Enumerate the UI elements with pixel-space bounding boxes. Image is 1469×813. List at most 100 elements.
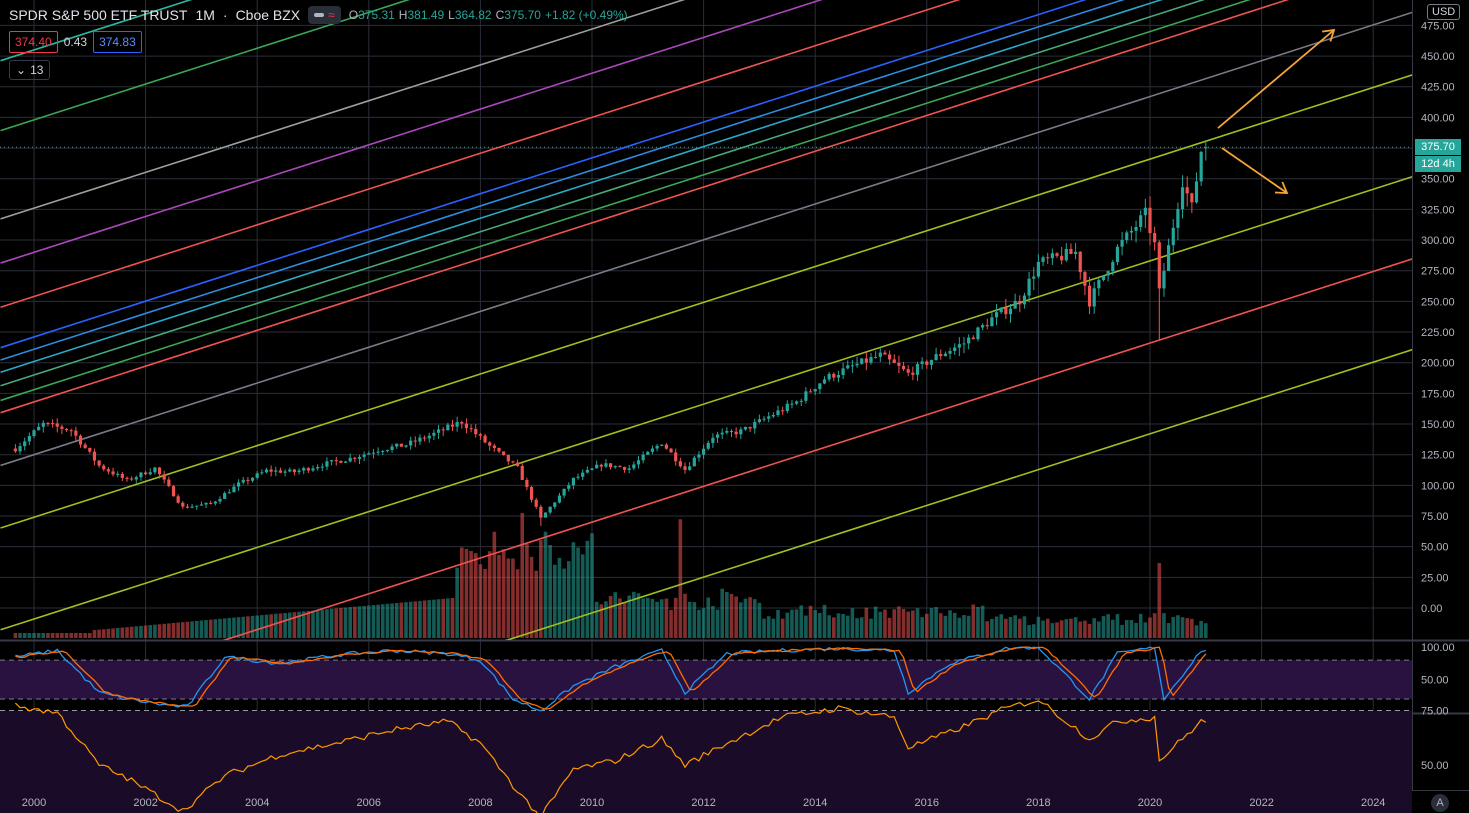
volume-bar — [1018, 618, 1022, 638]
candle-body — [446, 424, 450, 431]
candle-body — [790, 403, 794, 405]
candle-body — [1074, 251, 1078, 254]
candle-body — [827, 373, 831, 380]
candle-body — [502, 451, 506, 455]
candle-body — [567, 485, 571, 489]
candle-body — [1064, 248, 1068, 261]
stoch-d-line — [15, 646, 1207, 710]
exchange-label: Cboe BZX — [235, 7, 301, 23]
eye-toggle-icon[interactable] — [314, 13, 325, 17]
volume-bar — [427, 600, 432, 638]
candle-body — [23, 441, 27, 447]
candle-body — [1069, 248, 1073, 254]
candle-body — [283, 471, 287, 473]
volume-bar — [36, 633, 41, 638]
candle-body — [306, 468, 310, 471]
volume-bar — [13, 633, 18, 638]
candle-body — [529, 486, 534, 500]
volume-bar — [74, 633, 78, 638]
candle-body — [985, 325, 989, 327]
candle-body — [855, 363, 859, 366]
candle-body — [418, 437, 422, 442]
candle-body — [822, 379, 827, 384]
arrow-drawings[interactable] — [1217, 28, 1336, 194]
candle-body — [483, 435, 487, 443]
indicators-toggle[interactable]: ⌄ 13 — [9, 60, 51, 80]
price-tick-label: 450.00 — [1421, 51, 1455, 63]
indicators-collapse-button[interactable]: ⌄ 13 — [9, 60, 51, 80]
volume-bar — [1129, 620, 1134, 638]
candle-body — [1036, 261, 1040, 277]
volume-bar — [1176, 615, 1180, 638]
legend-toggle-pill[interactable]: ≈ — [308, 6, 341, 24]
candle-body — [427, 435, 431, 439]
volume-bar — [957, 617, 962, 638]
volume-bar — [88, 633, 92, 638]
price-tick-label: 400.00 — [1421, 112, 1455, 124]
volume-bar — [543, 531, 548, 638]
countdown-label: 12d 4h — [1415, 156, 1461, 173]
candle-body — [553, 502, 557, 507]
volume-bar — [404, 602, 408, 638]
low-value: 364.82 — [454, 8, 492, 22]
channel-line — [0, 0, 1206, 387]
currency-badge[interactable]: USD — [1427, 4, 1461, 20]
candle-body — [632, 464, 636, 469]
volume-bar — [1083, 620, 1087, 638]
candle-body — [488, 442, 492, 446]
time-tick-label: 2012 — [691, 797, 715, 809]
candle-body — [734, 431, 738, 435]
volume-bar — [580, 554, 585, 638]
volume-bar — [822, 604, 827, 638]
candle-body — [390, 446, 394, 450]
candle-body — [297, 470, 301, 473]
candle-body — [478, 434, 482, 436]
candle-body — [906, 369, 910, 373]
volume-bar — [1036, 616, 1041, 638]
volume-bar — [1166, 623, 1171, 638]
candle-body — [450, 424, 455, 427]
volume-bar — [1022, 616, 1027, 638]
volume-bar — [1185, 618, 1189, 638]
auto-scale-button[interactable]: A — [1431, 794, 1449, 812]
volume-bar — [399, 602, 404, 638]
volume-bar — [143, 625, 148, 638]
candle-body — [1185, 187, 1189, 194]
volume-bar — [701, 608, 706, 638]
volume-bar — [69, 633, 73, 638]
symbol-name[interactable]: SPDR S&P 500 ETF TRUST — [9, 7, 188, 23]
candle-body — [97, 460, 101, 466]
candle-body — [367, 453, 371, 455]
candle-body — [748, 426, 752, 429]
wave-icon[interactable]: ≈ — [328, 8, 335, 22]
volume-bar — [604, 601, 608, 638]
buy-price-button[interactable]: 374.83 — [93, 31, 142, 53]
volume-bar — [385, 603, 390, 638]
volume-bar — [464, 548, 469, 638]
candle-body — [460, 422, 464, 424]
indicator-bands — [0, 659, 1412, 813]
volume-bar — [669, 609, 673, 638]
stochastic-pane — [15, 646, 1207, 712]
candle-body — [497, 447, 501, 452]
candle-body — [1004, 307, 1008, 315]
volume-bar — [952, 612, 957, 638]
symbol-legend[interactable]: SPDR S&P 500 ETF TRUST 1M · Cboe BZX ≈ O… — [9, 6, 628, 24]
channel-lines[interactable] — [0, 0, 1446, 803]
candle-body — [413, 440, 417, 442]
volume-bar — [1097, 621, 1101, 638]
time-tick-label: 2010 — [580, 797, 604, 809]
interval-label[interactable]: 1M — [195, 7, 215, 23]
candle-body — [227, 492, 231, 494]
volume-bar — [864, 607, 869, 638]
candle-body — [423, 437, 427, 439]
volume-bar — [274, 613, 278, 638]
sell-price-button[interactable]: 374.40 — [9, 31, 58, 53]
candle-body — [953, 347, 957, 352]
candle-body — [399, 443, 403, 447]
volume-bar — [1194, 625, 1199, 638]
candle-body — [1148, 207, 1152, 234]
volume-bar — [794, 609, 799, 638]
volume-bar — [301, 611, 306, 638]
